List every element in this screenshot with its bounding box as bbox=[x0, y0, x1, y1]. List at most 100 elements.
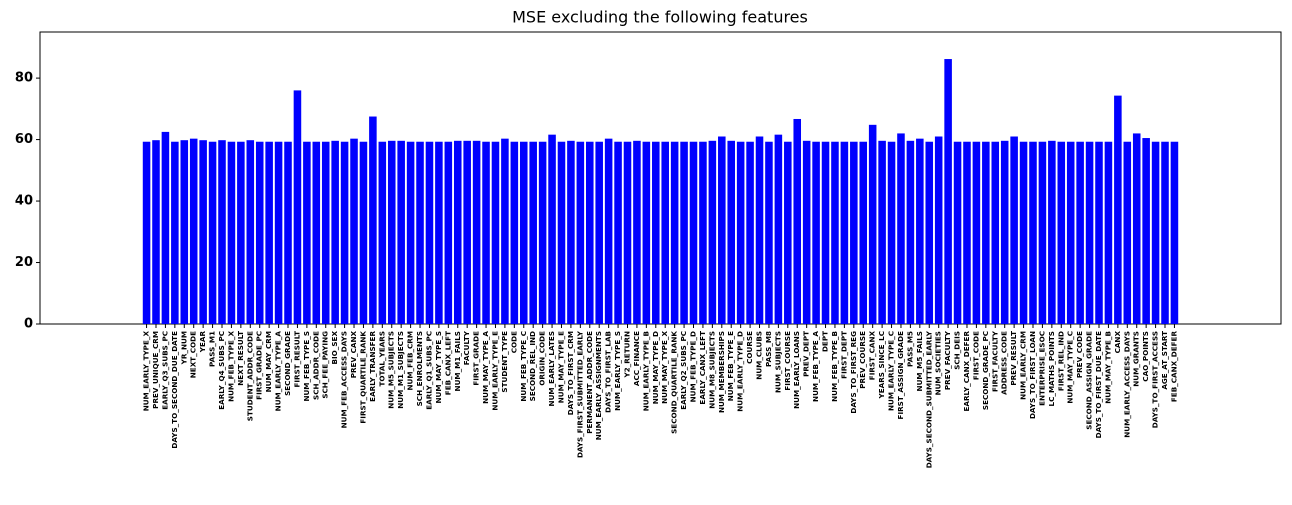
x-tick-label: DAYS_TO_FIRST_CRM bbox=[566, 331, 575, 415]
bar bbox=[142, 141, 151, 324]
x-tick-label: NUM_MAY_TYPE_S bbox=[434, 331, 443, 403]
bar bbox=[633, 140, 641, 324]
bar bbox=[548, 134, 556, 324]
bar bbox=[868, 124, 877, 325]
bar bbox=[718, 136, 726, 324]
x-tick-label: DAYS_SECOND_SUBMITTED_EARLY bbox=[924, 330, 933, 468]
x-tick-label: FIRST_GRADE bbox=[472, 331, 481, 386]
x-tick-label: YR_NUM bbox=[179, 331, 188, 365]
x-tick-label: NUM_FEB_TYPE_D bbox=[689, 331, 698, 402]
x-tick-label: ADDRESS_CODE bbox=[1000, 331, 1009, 395]
x-tick-label: NUM_SUBJECTS bbox=[773, 331, 782, 393]
bar bbox=[765, 141, 773, 324]
x-tick-label: TOTAL_YEARS bbox=[377, 331, 386, 386]
bar bbox=[472, 140, 481, 324]
x-tick-label: FIRST_COURSE bbox=[783, 331, 792, 391]
x-tick-label: NUM_MAY_TYPE_E bbox=[556, 331, 565, 403]
x-tick-label: EARLY_Q4_SUBS_PC bbox=[217, 331, 226, 410]
bar bbox=[991, 141, 1000, 324]
bar bbox=[227, 141, 236, 324]
x-tick-label: NUM_SOCIETIES bbox=[934, 331, 943, 395]
bar bbox=[425, 141, 434, 324]
x-tick-label: NUM_FEB_TYPE_X bbox=[226, 331, 235, 402]
x-tick-label: ENTERPRISE_ESOC bbox=[1037, 331, 1046, 406]
bar bbox=[293, 90, 302, 325]
bar bbox=[171, 141, 179, 324]
x-tick-label: EARLY_Q1_SUBS_PC bbox=[424, 331, 433, 410]
bar bbox=[218, 140, 226, 324]
x-tick-label: NUM_EARLY_ACCESS_DAYS bbox=[1122, 331, 1131, 438]
x-tick-label: PASS_M5 bbox=[905, 331, 914, 367]
bar bbox=[1066, 141, 1075, 324]
bar bbox=[859, 141, 868, 324]
bar bbox=[1123, 141, 1132, 324]
x-tick-label: NUM_M1_SUBJECTS bbox=[396, 331, 405, 409]
x-tick-label: NEXT_CODE bbox=[189, 331, 198, 378]
bar bbox=[435, 141, 443, 324]
bar bbox=[444, 141, 453, 324]
x-tick-label: SCH_FEE_PAYING bbox=[321, 331, 330, 399]
x-tick-label: SCH_DEIS bbox=[953, 331, 962, 370]
bar bbox=[397, 140, 405, 324]
x-tick-label: NUM_MEMBERSHIPS bbox=[717, 331, 726, 413]
bar bbox=[1038, 141, 1047, 324]
bar bbox=[878, 140, 886, 324]
x-tick-label: NUM_EARLY_TYPE_E bbox=[490, 331, 499, 411]
x-tick-label: NUM_M5_FAILS bbox=[915, 331, 924, 391]
bar bbox=[821, 141, 830, 324]
bar bbox=[623, 141, 632, 324]
bar bbox=[642, 141, 651, 324]
y-tick-label: 80 bbox=[15, 71, 33, 86]
x-tick-label: STUDENT_TYPE bbox=[500, 331, 509, 393]
bar bbox=[510, 141, 519, 324]
x-tick-label: NUM_MAY_CRM bbox=[264, 331, 273, 392]
bar bbox=[303, 141, 311, 324]
bar bbox=[586, 141, 594, 324]
x-tick-label: CAO_POINTS bbox=[1141, 331, 1150, 382]
bar bbox=[161, 131, 170, 324]
bar bbox=[604, 138, 613, 324]
x-tick-label: NUM_MAY_TYPE_A bbox=[481, 331, 490, 404]
bar bbox=[387, 140, 396, 324]
x-tick-label: PREV_CODE bbox=[1075, 331, 1084, 378]
x-tick-label: EARLY_CANX_LEFT bbox=[698, 331, 707, 405]
bar bbox=[1132, 133, 1141, 324]
bar bbox=[567, 140, 575, 324]
bar bbox=[840, 141, 849, 324]
bar bbox=[453, 140, 462, 324]
bar bbox=[972, 141, 981, 324]
bar bbox=[699, 141, 707, 324]
bar bbox=[831, 141, 839, 324]
bar bbox=[1151, 141, 1160, 324]
bar bbox=[944, 59, 952, 324]
bar bbox=[689, 141, 698, 324]
bar bbox=[1104, 141, 1113, 324]
x-tick-label: NUM_FEB_TYPE_B bbox=[830, 331, 839, 402]
x-tick-label: FIRST_REL_IND bbox=[1056, 331, 1065, 391]
x-tick-label: NUM_EARLY_LOANS bbox=[792, 331, 801, 409]
x-tick-label: EARLY_Q2_SUBS_PC bbox=[679, 331, 688, 410]
chart-title: MSE excluding the following features bbox=[512, 8, 808, 27]
x-tick-label: PREV_COURSE bbox=[858, 331, 867, 389]
bar bbox=[246, 140, 255, 324]
bar bbox=[284, 141, 292, 324]
bar bbox=[416, 141, 424, 324]
x-tick-label: NUM_MAY_TYPE_D bbox=[651, 331, 660, 404]
x-tick-label: YEARS_SINCE_LC bbox=[877, 331, 886, 399]
bar bbox=[708, 140, 717, 324]
bar bbox=[1170, 141, 1179, 324]
x-tick-label: DAYS_TO_FIRST_DUE_DATE bbox=[1094, 331, 1103, 438]
bar bbox=[312, 141, 321, 324]
x-tick-label: DEPT bbox=[821, 331, 830, 352]
x-tick-label: SCH_ENROLMENTS bbox=[415, 331, 424, 406]
x-tick-label: SECOND_ASSIGN_GRADE bbox=[1085, 331, 1094, 430]
bar bbox=[595, 141, 603, 324]
bar bbox=[746, 141, 754, 324]
x-tick-label: SECOND_REL_IND bbox=[528, 331, 537, 401]
x-tick-label: SECOND_GRADE bbox=[283, 331, 292, 396]
x-tick-label: FIRST_QUARTILE_RANK bbox=[358, 331, 367, 424]
x-tick-label: NUM_EARLY_TYPE_A bbox=[274, 331, 283, 412]
bar bbox=[208, 141, 217, 324]
x-tick-label: NUM_EARLY_TYPE_D bbox=[736, 331, 745, 412]
bar bbox=[925, 141, 934, 324]
